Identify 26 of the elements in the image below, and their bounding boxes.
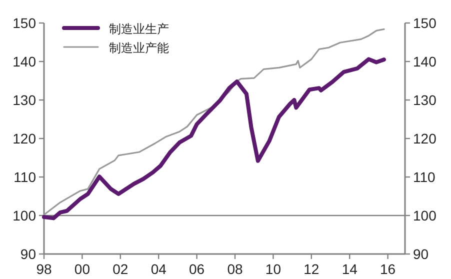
y2-tick-label: 90 [413,246,429,262]
y-tick-label: 150 [12,15,36,31]
x-tick-label: 06 [189,261,205,277]
x-tick-label: 16 [380,261,396,277]
y-tick-label: 110 [14,169,36,185]
y-tick-label: 100 [12,208,36,224]
x-tick-label: 02 [112,261,128,277]
y-tick-label: 120 [12,130,36,146]
legend-label: 制造业生产 [109,22,169,36]
x-tick-label: 10 [265,261,282,277]
y2-tick-label: 100 [413,208,437,224]
x-tick-label: 12 [304,261,320,277]
y2-tick-label: 110 [413,169,436,185]
x-tick-label: 08 [227,261,243,277]
x-tick-label: 04 [150,261,167,277]
y2-tick-label: 130 [413,92,437,108]
y2-tick-label: 140 [413,54,437,70]
y2-tick-label: 120 [413,130,437,146]
x-tick-label: 00 [74,261,90,277]
x-tick-label: 98 [36,261,52,277]
y-tick-label: 140 [12,54,36,70]
x-tick-label: 14 [342,261,358,277]
legend-label: 制造业产能 [109,41,169,55]
y-tick-label: 90 [20,246,36,262]
y2-tick-label: 150 [413,15,437,31]
y-tick-label: 130 [12,92,36,108]
